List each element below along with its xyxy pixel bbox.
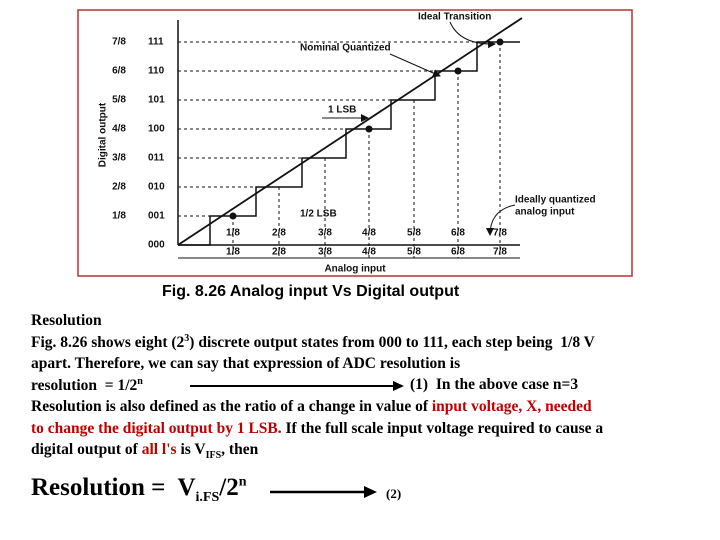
text-line: Resolution is also defined as the ratio … [31,398,592,416]
superscript: 3 [184,333,190,344]
text: (1) In the above case n=3 [410,376,579,393]
transition-dot [229,212,237,220]
text: ) discrete output states from 000 to 111… [189,334,595,352]
y-fraction-label: 1/8 [112,211,126,222]
superscript: n [137,376,143,387]
x-label: 1/8 [226,247,240,258]
text: input voltage, X, needed [431,398,592,415]
text-line: Resolution [31,312,102,330]
x-label: 7/8 [493,228,507,239]
x-axis-title: Analog input [324,264,386,275]
subscript: i.FS [195,490,220,505]
figure: 1 LSB Nominal Quantized Ideal Transition… [77,9,633,277]
code-label: 100 [148,124,165,135]
text: digital output of [31,441,142,458]
transition-dot [454,67,462,75]
annotation: Nominal Quantized [300,43,391,54]
text-line: resolution = 1/2n [31,376,143,395]
x-label: 4/8 [362,228,376,239]
y-fraction-label: 7/8 [112,37,126,48]
x-label: 5/8 [407,247,421,258]
text: Resolution = V [31,474,196,501]
text: resolution = 1/2 [31,377,138,395]
x-label: 6/8 [451,228,465,239]
annotation: 1/2 LSB [300,209,337,220]
y-fraction-label: 4/8 [112,124,126,135]
plot [177,17,523,259]
text-line: (2) [386,486,401,502]
arrow [486,204,516,236]
x-label: 4/8 [362,247,376,258]
transition-dot [365,125,373,133]
x-label: 7/8 [493,247,507,258]
arrow [389,53,441,77]
y-fraction-label: 5/8 [112,95,126,106]
superscript: n [238,474,247,490]
x-label: 2/8 [272,247,286,258]
transition-dot [496,38,504,46]
annotation: 1 LSB [328,105,356,116]
code-label: 001 [148,211,165,222]
text: Resolution [31,312,102,329]
code-label: 000 [148,240,165,251]
annotation: Ideal Transition [418,12,491,23]
x-label: 3/8 [318,247,332,258]
text: all l's [141,441,177,458]
text: If the full scale input voltage required… [281,420,604,437]
formula: Resolution = Vi.FS/2n [31,474,247,506]
x-label: 3/8 [318,228,332,239]
code-label: 110 [148,66,165,77]
code-label: 011 [148,153,165,164]
text: Fig. 8.26 shows eight (2 [31,334,185,352]
text: apart. Therefore, we can say that expres… [31,355,461,372]
y-axis-title: Digital output [98,102,109,167]
text: to change the digital output by 1 LSB. [31,420,282,437]
text: (2) [386,486,402,501]
subscript: IFS [205,450,222,462]
text: /2 [219,474,239,501]
caption: Fig. 8.26 Analog input Vs Digital output [162,283,460,300]
x-label: 5/8 [407,228,421,239]
ideal-line [177,17,523,246]
text-line: Fig. 8.26 shows eight (23) discrete outp… [31,333,595,352]
code-label: 010 [148,182,165,193]
x-label: 1/8 [226,228,240,239]
x-label: 2/8 [272,228,286,239]
annotation: Ideally quantized [515,195,596,206]
figure-border [77,9,633,277]
text: , then [221,441,259,458]
y-fraction-label: 6/8 [112,66,126,77]
text-line: to change the digital output by 1 LSB. I… [31,420,603,438]
x-label: 6/8 [451,247,465,258]
text-line: digital output of all l's is VIFS, then [31,441,258,461]
text-line: (1) In the above case n=3 [410,376,578,394]
y-fraction-label: 2/8 [112,182,126,193]
arrow [270,486,377,498]
annotation: analog input [515,207,575,218]
code-label: 101 [148,95,165,106]
arrow [190,381,404,391]
text-line: apart. Therefore, we can say that expres… [31,355,460,373]
arrow [449,21,496,49]
y-fraction-label: 3/8 [112,153,126,164]
code-label: 111 [148,37,164,48]
text: is V [176,441,206,458]
text: Resolution is also defined as the ratio … [31,398,432,415]
